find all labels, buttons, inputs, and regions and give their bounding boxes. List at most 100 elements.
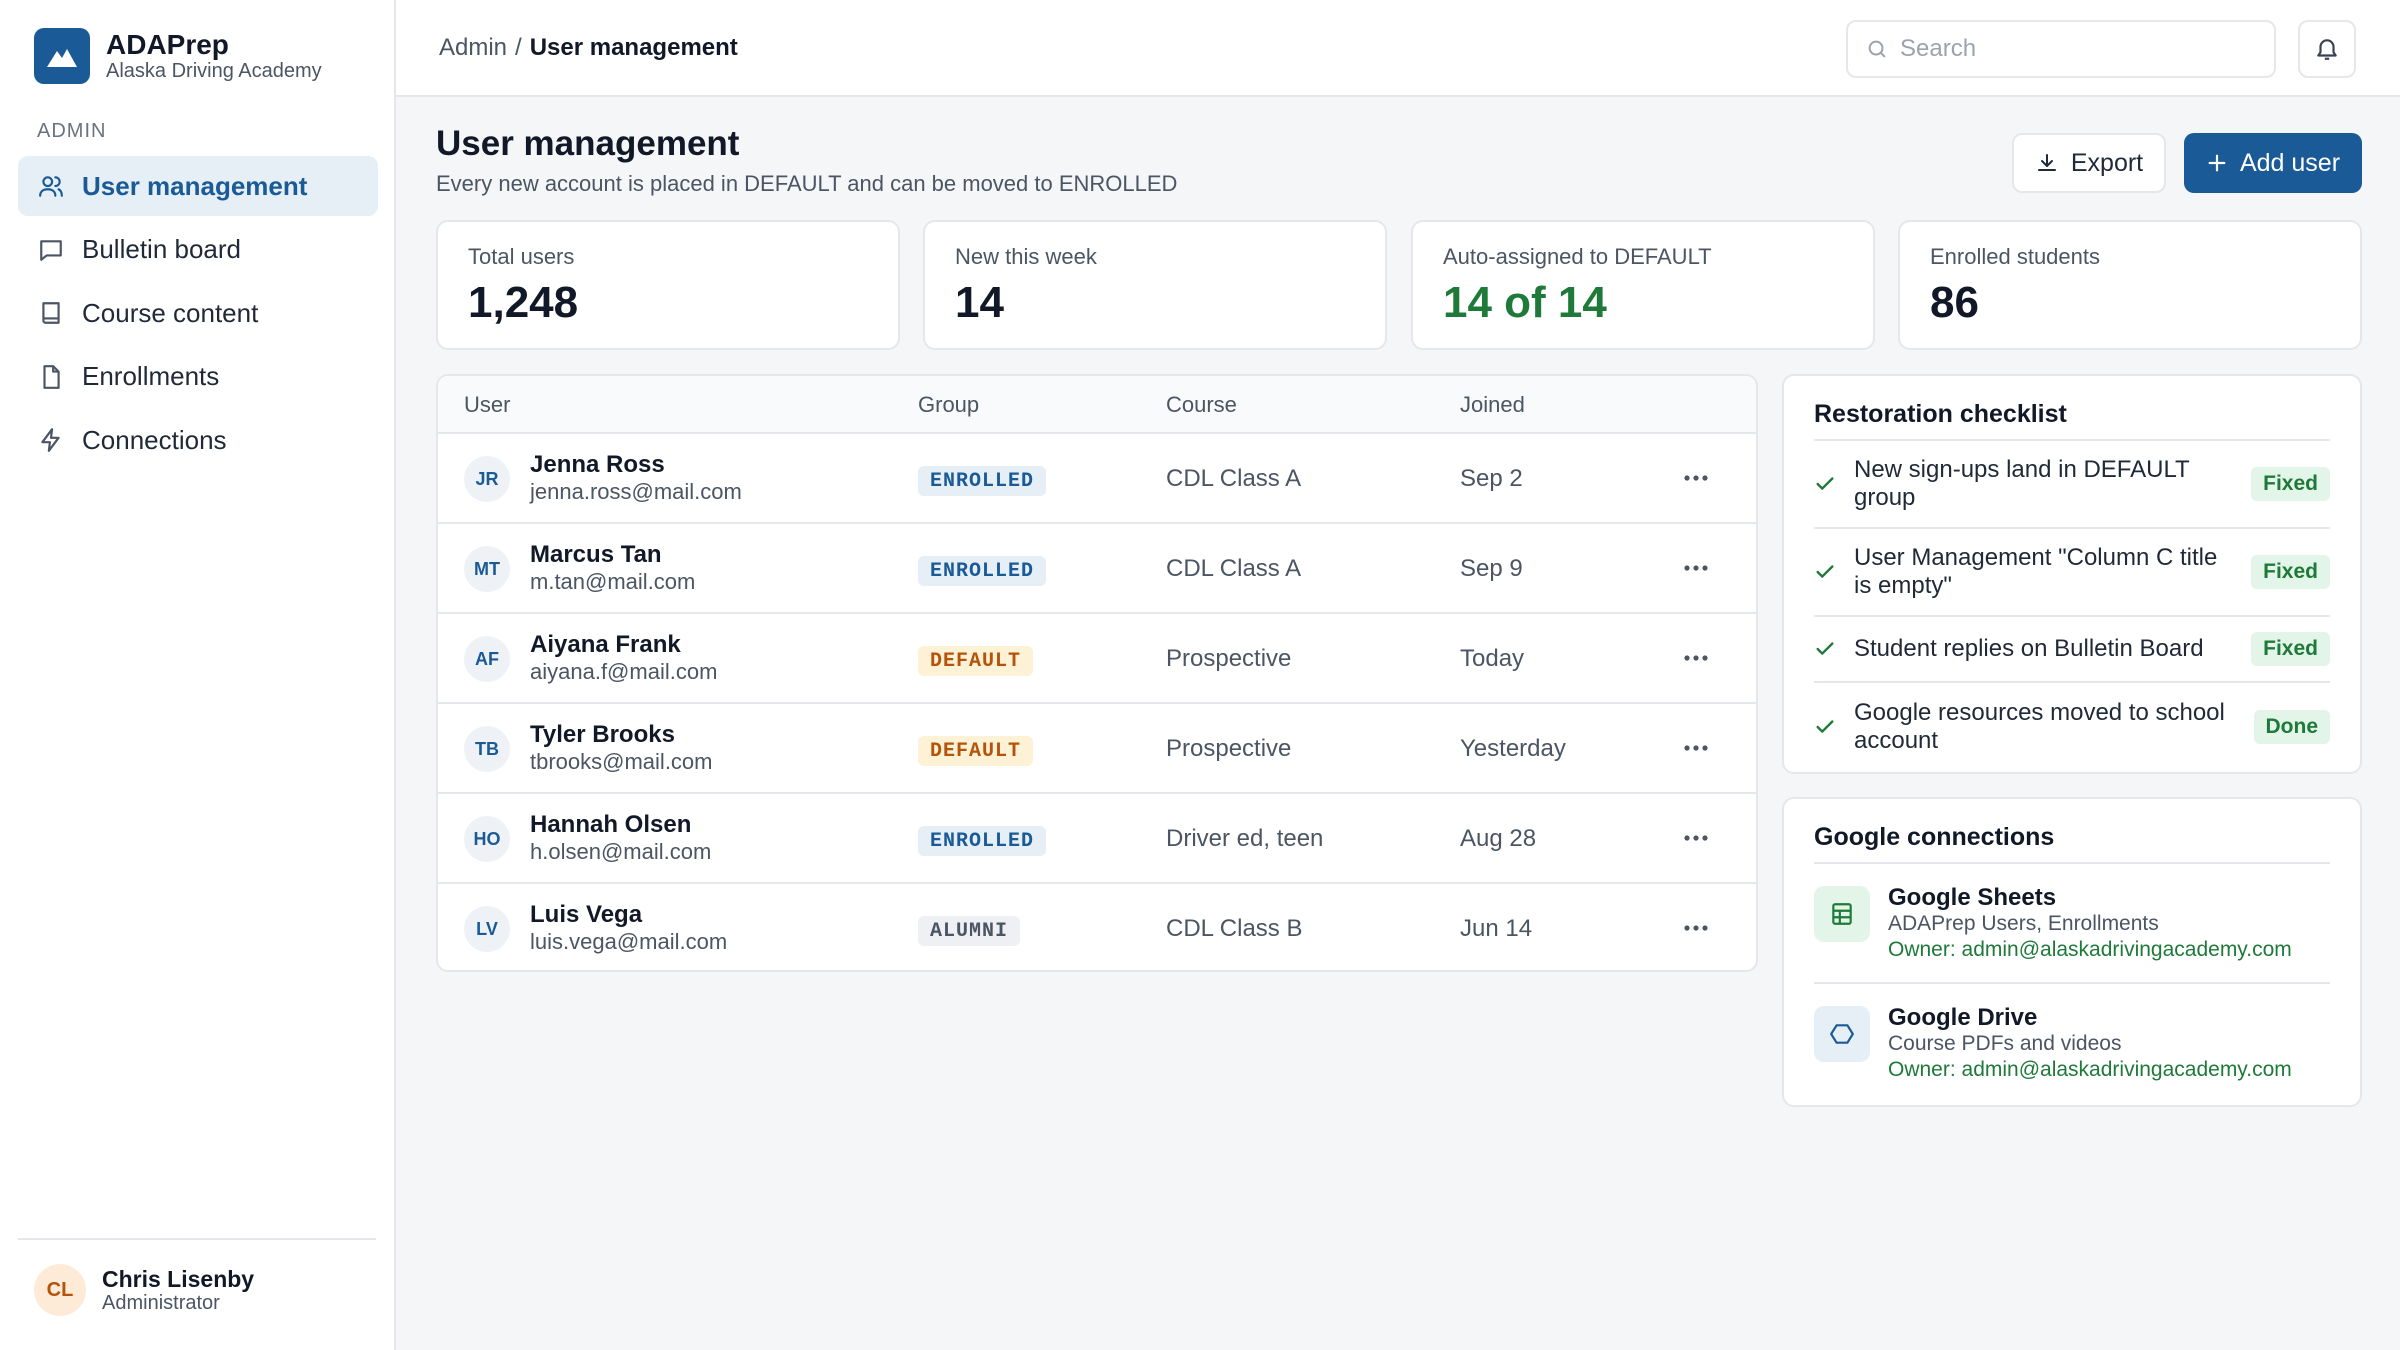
table-row[interactable]: MT Marcus Tan m.tan@mail.com ENROLLED CDL Cl… xyxy=(438,524,1756,614)
export-label: Export xyxy=(2070,148,2144,177)
stat-value: 86 xyxy=(1930,278,1979,327)
breadcrumb-parent[interactable]: Admin xyxy=(439,34,508,61)
table-row[interactable]: HO Hannah Olsen h.olsen@mail.com ENROLLED Dr… xyxy=(438,794,1756,884)
avatar: CL xyxy=(34,1264,86,1316)
table-row[interactable]: AF Aiyana Frank aiyana.f@mail.com DEFAULT Pr… xyxy=(438,614,1756,704)
row-actions-button[interactable] xyxy=(1676,460,1716,496)
check-icon xyxy=(1814,473,1838,495)
notifications-button[interactable] xyxy=(2298,20,2356,78)
user-email: h.olsen@mail.com xyxy=(530,839,712,864)
more-horizontal-icon xyxy=(1684,835,1708,841)
group-badge: ALUMNI xyxy=(918,916,1021,946)
column-header-course[interactable]: Course xyxy=(1166,392,1237,417)
status-badge: Done xyxy=(2253,710,2330,744)
more-horizontal-icon xyxy=(1684,925,1708,931)
breadcrumb: Admin / User management xyxy=(439,34,738,62)
user-joined: Today xyxy=(1460,645,1525,672)
stat-value: 14 of 14 xyxy=(1443,278,1607,327)
user-joined: Jun 14 xyxy=(1460,915,1533,942)
row-actions-button[interactable] xyxy=(1676,640,1716,676)
avatar: HO xyxy=(464,816,510,862)
stat-card-total-users: Total users 1,248 xyxy=(436,220,900,350)
more-horizontal-icon xyxy=(1684,745,1708,751)
more-horizontal-icon xyxy=(1684,475,1708,481)
user-course: Prospective xyxy=(1166,735,1292,762)
column-header-joined[interactable]: Joined xyxy=(1460,392,1525,417)
sidebar-item-course-content[interactable]: Course content xyxy=(18,283,378,343)
table-row[interactable]: LV Luis Vega luis.vega@mail.com ALUMNI CDL C… xyxy=(438,884,1756,970)
row-actions-button[interactable] xyxy=(1676,550,1716,586)
connection-owner: Owner: admin@alaskadrivingacademy.com xyxy=(1888,1058,2292,1081)
current-user[interactable]: CL Chris Lisenby Administrator xyxy=(18,1238,376,1316)
user-email: luis.vega@mail.com xyxy=(530,929,728,954)
sidebar-item-connections[interactable]: Connections xyxy=(18,410,378,470)
row-actions-button[interactable] xyxy=(1676,910,1716,946)
avatar: MT xyxy=(464,546,510,592)
column-header-group[interactable]: Group xyxy=(918,392,980,417)
brand[interactable]: ADAPrep Alaska Driving Academy xyxy=(34,28,322,84)
sidebar-item-enrollments[interactable]: Enrollments xyxy=(18,347,378,407)
sidebar-item-label: Course content xyxy=(82,297,259,328)
sidebar-item-bulletin-board[interactable]: Bulletin board xyxy=(18,220,378,280)
sidebar-item-label: Bulletin board xyxy=(82,234,241,264)
users-table: User Group Course Joined JR Jenna Ross jen… xyxy=(436,374,1758,972)
stat-label: Total users xyxy=(468,244,575,269)
user-name: Aiyana Frank xyxy=(530,631,681,658)
group-badge: ENROLLED xyxy=(918,556,1047,586)
user-email: tbrooks@mail.com xyxy=(530,749,713,774)
more-horizontal-icon xyxy=(1684,655,1708,661)
check-icon xyxy=(1814,561,1838,583)
connection-google-drive[interactable]: Google Drive Course PDFs and videos Owne… xyxy=(1814,984,2330,1104)
avatar: LV xyxy=(464,906,510,952)
table-row[interactable]: TB Tyler Brooks tbrooks@mail.com DEFAULT Pro… xyxy=(438,704,1756,794)
plus-icon xyxy=(2206,152,2228,174)
connection-google-sheets[interactable]: Google Sheets ADAPrep Users, Enrollments… xyxy=(1814,864,2330,984)
connection-description: ADAPrep Users, Enrollments xyxy=(1888,912,2159,935)
search-icon xyxy=(1866,38,1888,60)
download-icon xyxy=(2035,151,2059,175)
status-badge: Fixed xyxy=(2251,555,2330,589)
sidebar-section-label: ADMIN xyxy=(37,120,107,142)
avatar: TB xyxy=(464,726,510,772)
search-box[interactable] xyxy=(1846,20,2276,78)
export-button[interactable]: Export xyxy=(2012,133,2166,193)
user-name: Jenna Ross xyxy=(530,451,665,478)
status-badge: Fixed xyxy=(2251,467,2330,501)
checklist-item-text: New sign-ups land in DEFAULT group xyxy=(1854,456,2190,511)
stat-card-auto-assigned: Auto-assigned to DEFAULT 14 of 14 xyxy=(1411,220,1875,350)
connection-description: Course PDFs and videos xyxy=(1888,1032,2122,1055)
row-actions-button[interactable] xyxy=(1676,820,1716,856)
stat-card-new-this-week: New this week 14 xyxy=(923,220,1387,350)
sidebar-item-label: User management xyxy=(82,170,308,201)
group-badge: ENROLLED xyxy=(918,466,1047,496)
message-square-icon xyxy=(36,235,66,265)
sidebar-item-user-management[interactable]: User management xyxy=(18,156,378,216)
user-course: Driver ed, teen xyxy=(1166,825,1324,852)
current-user-role: Administrator xyxy=(102,1292,220,1314)
restoration-checklist: Restoration checklist New sign-ups land … xyxy=(1782,374,2362,774)
group-badge: ENROLLED xyxy=(918,826,1047,856)
search-input[interactable] xyxy=(1900,35,2260,63)
sidebar-item-label: Enrollments xyxy=(82,361,220,391)
group-badge: DEFAULT xyxy=(918,736,1034,766)
table-row[interactable]: JR Jenna Ross jenna.ross@mail.com ENROLLED C… xyxy=(438,434,1756,524)
status-badge: Fixed xyxy=(2251,632,2330,666)
stat-label: Auto-assigned to DEFAULT xyxy=(1443,244,1712,269)
row-actions-button[interactable] xyxy=(1676,730,1716,766)
zap-icon xyxy=(36,425,66,455)
checklist-item: Student replies on Bulletin Board Fixed xyxy=(1814,617,2330,683)
column-header-user[interactable]: User xyxy=(464,392,511,417)
add-user-button[interactable]: Add user xyxy=(2184,133,2362,193)
page-subtitle: Every new account is placed in DEFAULT a… xyxy=(436,171,1178,196)
user-course: Prospective xyxy=(1166,645,1292,672)
user-course: CDL Class A xyxy=(1166,465,1302,492)
checklist-item: New sign-ups land in DEFAULT group Fixed xyxy=(1814,441,2330,529)
connection-owner: Owner: admin@alaskadrivingacademy.com xyxy=(1888,938,2292,961)
checklist-item-text: Student replies on Bulletin Board xyxy=(1854,635,2204,662)
google-connections: Google connections Google Sheets ADAPrep… xyxy=(1782,797,2362,1107)
add-user-label: Add user xyxy=(2239,148,2341,177)
stat-label: New this week xyxy=(955,244,1097,269)
user-name: Marcus Tan xyxy=(530,541,662,568)
user-joined: Sep 2 xyxy=(1460,465,1523,492)
current-user-name: Chris Lisenby xyxy=(102,1266,255,1292)
